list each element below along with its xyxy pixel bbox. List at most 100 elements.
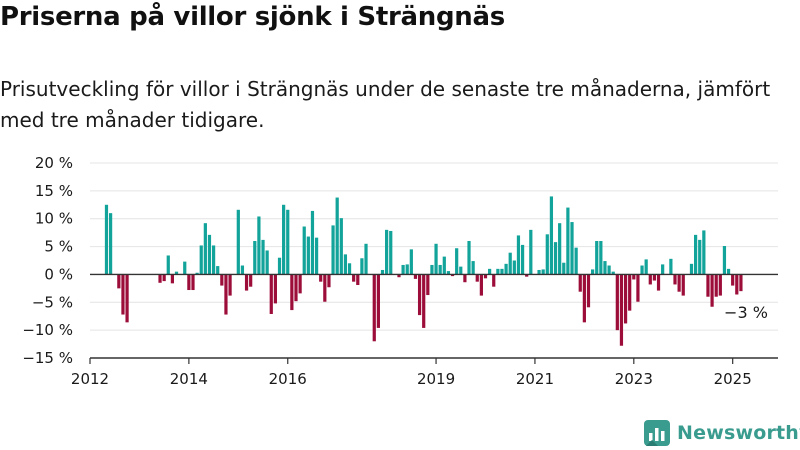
bar xyxy=(191,274,195,291)
bar xyxy=(269,274,273,314)
y-tick-label: −15 % xyxy=(22,349,73,367)
bar xyxy=(339,218,343,275)
bar xyxy=(446,271,451,275)
bar xyxy=(702,230,706,275)
bar xyxy=(422,274,426,328)
bar xyxy=(644,259,648,275)
bar xyxy=(537,269,541,275)
bar xyxy=(459,266,463,275)
bar xyxy=(698,239,702,275)
bar xyxy=(385,229,389,275)
bar xyxy=(228,274,232,296)
bar xyxy=(442,256,446,275)
x-tick-label: 2023 xyxy=(615,370,653,388)
bar xyxy=(574,247,578,275)
bar xyxy=(471,261,475,275)
bar xyxy=(108,213,113,275)
x-tick-label: 2014 xyxy=(170,370,208,388)
bar xyxy=(714,274,718,297)
chart-title: Priserna på villor sjönk i Strängnäs xyxy=(0,2,505,32)
chart-subtitle: Prisutveckling för villor i Strängnäs un… xyxy=(0,77,771,132)
bar xyxy=(586,274,591,308)
bar xyxy=(347,263,352,275)
bar xyxy=(541,269,545,275)
bar xyxy=(558,223,562,275)
bar xyxy=(117,274,121,289)
bar xyxy=(652,274,657,281)
bar xyxy=(582,274,586,323)
bar xyxy=(240,265,245,275)
bar xyxy=(516,235,521,275)
bar xyxy=(710,274,714,307)
bar xyxy=(277,257,282,275)
bar xyxy=(158,274,162,283)
brand-name: Newsworthy xyxy=(677,422,800,444)
bar xyxy=(236,209,240,275)
bar xyxy=(525,274,529,277)
bar xyxy=(253,241,257,275)
bar xyxy=(397,274,401,278)
bar xyxy=(479,274,483,296)
bar xyxy=(220,274,224,286)
bar xyxy=(314,237,319,275)
bar xyxy=(170,274,175,284)
bar xyxy=(380,269,385,275)
bar xyxy=(426,274,430,296)
bar xyxy=(611,271,615,275)
bar xyxy=(438,264,442,275)
bar-chart-logo-icon xyxy=(644,420,670,446)
bar xyxy=(302,226,306,275)
bar xyxy=(282,204,286,275)
bar xyxy=(492,274,496,287)
bar xyxy=(187,274,191,291)
bar xyxy=(372,274,376,342)
bar xyxy=(401,264,405,275)
bar xyxy=(656,274,661,291)
bar xyxy=(504,263,508,275)
bar xyxy=(739,274,743,292)
x-tick-label: 2019 xyxy=(417,370,455,388)
bar xyxy=(335,197,339,275)
y-tick-label: 20 % xyxy=(35,154,73,172)
bar xyxy=(286,209,290,275)
bar xyxy=(689,263,694,275)
bar xyxy=(389,230,393,275)
bar xyxy=(364,243,368,275)
bar xyxy=(549,196,554,275)
bar xyxy=(203,223,207,275)
bar xyxy=(661,264,665,275)
bar xyxy=(681,274,685,296)
axes xyxy=(89,273,778,364)
bar xyxy=(545,234,549,275)
bar xyxy=(174,271,179,275)
bar xyxy=(693,234,698,275)
bar xyxy=(265,250,269,275)
y-tick-label: −5 % xyxy=(32,293,73,311)
bar xyxy=(623,274,628,324)
x-tick-label: 2021 xyxy=(516,370,554,388)
bar xyxy=(640,265,644,275)
bar xyxy=(735,274,739,295)
bar xyxy=(566,207,570,275)
bar xyxy=(467,241,471,275)
bar xyxy=(722,246,727,275)
bar xyxy=(319,274,323,282)
bar xyxy=(183,261,187,275)
bar xyxy=(512,260,516,275)
bar-chart: −15 %−10 %−5 %0 %5 %10 %15 %20 % 2012 201… xyxy=(22,154,778,388)
bar xyxy=(207,234,212,275)
bar xyxy=(162,274,166,282)
bar xyxy=(553,242,558,275)
bar xyxy=(607,265,611,275)
bar xyxy=(166,255,170,275)
bar xyxy=(500,268,504,275)
bar xyxy=(463,274,467,283)
bar xyxy=(273,274,277,304)
bar xyxy=(261,239,265,275)
bar xyxy=(327,274,331,288)
bar xyxy=(290,274,294,311)
bar xyxy=(648,274,652,285)
bar xyxy=(352,274,356,282)
bar xyxy=(706,274,710,297)
bar xyxy=(455,248,459,275)
